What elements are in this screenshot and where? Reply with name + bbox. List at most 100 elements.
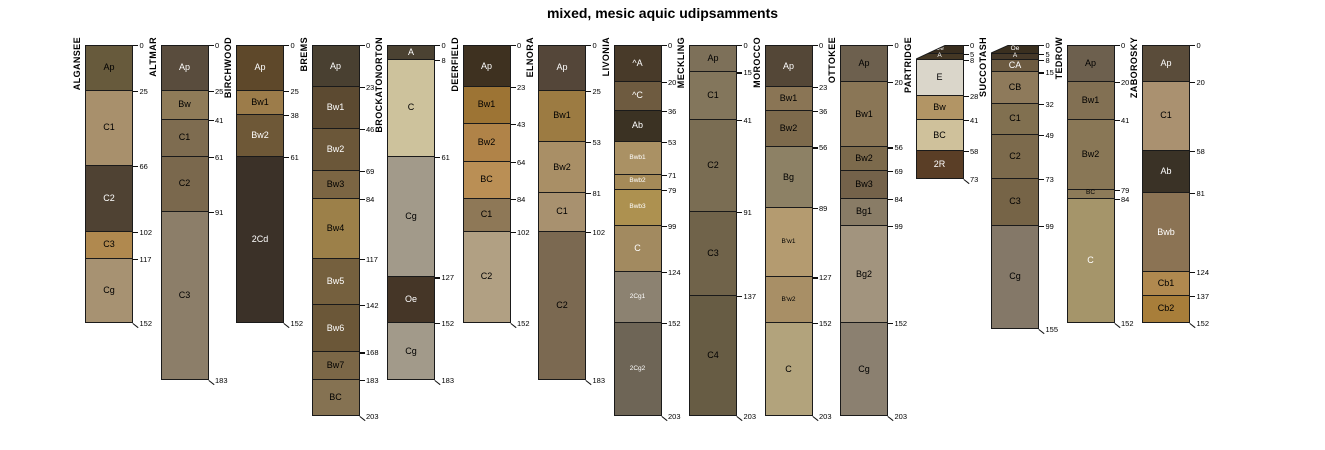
- horizon-label: C3: [1009, 196, 1021, 207]
- depth-label: 23: [517, 83, 526, 93]
- depth-label: 84: [1121, 194, 1130, 204]
- horizon-label: BC: [1085, 189, 1096, 197]
- horizon-label: Bw1: [251, 96, 269, 107]
- depth-tick: [888, 45, 893, 47]
- depth-tick: [661, 323, 667, 325]
- horizon-Bwb: Bwb: [1142, 193, 1190, 272]
- depth-tick: [887, 416, 894, 422]
- depth-tick: [1190, 271, 1195, 274]
- organic-horizon-wedge-icon: [915, 45, 946, 59]
- depth-label: 73: [1045, 174, 1054, 184]
- horizon-Ap: Ap: [236, 45, 284, 91]
- depth-label: 49: [1045, 130, 1054, 140]
- depth-tick: [1190, 45, 1195, 47]
- horizon-Cg: Cg: [387, 156, 435, 278]
- depth-tick: [207, 379, 215, 386]
- horizon-Bw2: Bw2: [538, 141, 586, 194]
- depth-label: 20: [1121, 77, 1130, 87]
- horizon-label: C2: [480, 271, 493, 282]
- horizon-label: BC: [933, 129, 946, 140]
- depth-label: 8: [1045, 55, 1050, 65]
- horizon-2Cg1: 2Cg1: [613, 271, 662, 324]
- horizon-label: CB: [1008, 81, 1022, 92]
- horizon-C3: C3: [689, 211, 737, 296]
- depth-tick: [1039, 45, 1044, 47]
- depth-label: 15: [1045, 68, 1054, 78]
- profiles-row: ALGANSEE Ap C1 C2 C3 Cg 0 25 66 102 117 152 ALTMAR Ap…: [71, 37, 1209, 440]
- horizon-label: C: [785, 363, 792, 374]
- horizon-label: C1: [1009, 113, 1021, 124]
- depth-label: 203: [894, 412, 908, 422]
- depth-label: 152: [894, 319, 908, 329]
- horizon-A: A: [387, 45, 435, 60]
- depth-tick: [812, 147, 818, 149]
- horizon-Bw5: Bw5: [311, 259, 360, 305]
- horizon-label: Bw2: [553, 161, 571, 172]
- depth-tick: [359, 198, 365, 200]
- depth-label: 61: [215, 152, 224, 162]
- horizon-label: Bw4: [326, 222, 345, 233]
- depth-tick: [888, 81, 893, 83]
- depth-tick: [963, 96, 969, 98]
- series-name: ALTMAR: [147, 37, 158, 77]
- horizon-C2: C2: [85, 165, 133, 232]
- depth-label: 0: [819, 41, 824, 50]
- horizon-C2: C2: [991, 134, 1039, 179]
- depth-tick: [737, 295, 742, 297]
- depth-tick: [435, 323, 440, 325]
- horizon-label: BC: [329, 392, 342, 403]
- depth-tick: [510, 45, 516, 47]
- depth-label: 102: [517, 227, 530, 237]
- depth-tick: [1038, 328, 1045, 334]
- series-name: ALGANSEE: [72, 37, 82, 91]
- depth-tick: [586, 45, 591, 47]
- organic-horizon-wedge-icon: [991, 45, 1009, 53]
- depth-label: 127: [819, 273, 832, 283]
- depth-label: 73: [970, 174, 979, 184]
- horizon-label: Bw2: [779, 123, 798, 134]
- depth-tick: [133, 231, 138, 233]
- depth-tick: [359, 304, 365, 307]
- depth-tick: [963, 151, 969, 153]
- horizon-label: Bw: [178, 99, 191, 110]
- horizon-^C: ^C: [613, 81, 662, 111]
- horizon-2Cd: 2Cd: [236, 156, 284, 324]
- depth-tick: [586, 90, 591, 92]
- horizon-label: Bw3: [855, 178, 873, 189]
- horizon-label: C2: [178, 178, 191, 189]
- horizon-label: Ap: [254, 62, 266, 73]
- horizon-C2: C2: [689, 120, 737, 212]
- depth-label: 71: [668, 170, 677, 180]
- depth-tick: [133, 90, 138, 92]
- horizon-label: C2: [1009, 150, 1021, 161]
- depth-label: 84: [366, 194, 375, 204]
- depth-tick: [1039, 226, 1044, 228]
- horizon-label: Bwb2: [629, 177, 646, 185]
- depth-label: 8: [970, 55, 975, 65]
- horizon-CB: CB: [991, 72, 1039, 104]
- depth-label: 25: [592, 86, 601, 96]
- depth-tick: [812, 277, 818, 279]
- depth-tick: [962, 178, 970, 184]
- depth-tick: [1190, 295, 1195, 297]
- depth-label: 99: [894, 222, 903, 232]
- horizon-label: C1: [1160, 110, 1172, 121]
- depth-tick: [358, 416, 366, 422]
- horizon-label: Bg1: [855, 206, 872, 217]
- depth-label: 5: [1045, 50, 1050, 60]
- horizon-Bwb3: Bwb3: [613, 189, 662, 227]
- horizon-E: E: [915, 59, 964, 97]
- profile-brems: BREMS Ap Bw1 Bw2 Bw3 Bw4 Bw5 Bw6 Bw7 BC 0 23 46 69 84 1…: [298, 37, 379, 440]
- horizon-label: ^A: [632, 57, 643, 68]
- depth-label: 53: [592, 137, 601, 147]
- horizon-Bw1: Bw1: [311, 87, 360, 130]
- horizon-Ap: Ap: [689, 45, 737, 73]
- horizon-label: C1: [103, 122, 115, 133]
- depth-label: 102: [139, 227, 153, 237]
- horizon-label: Ap: [1160, 57, 1172, 68]
- depth-label: 66: [139, 161, 148, 171]
- horizon-label: C1: [178, 132, 191, 143]
- depth-tick: [888, 226, 893, 228]
- profile-brockatonorton: BROCKATONORTON A C Cg Oe Cg 0 8 61 127 152 183: [373, 37, 454, 440]
